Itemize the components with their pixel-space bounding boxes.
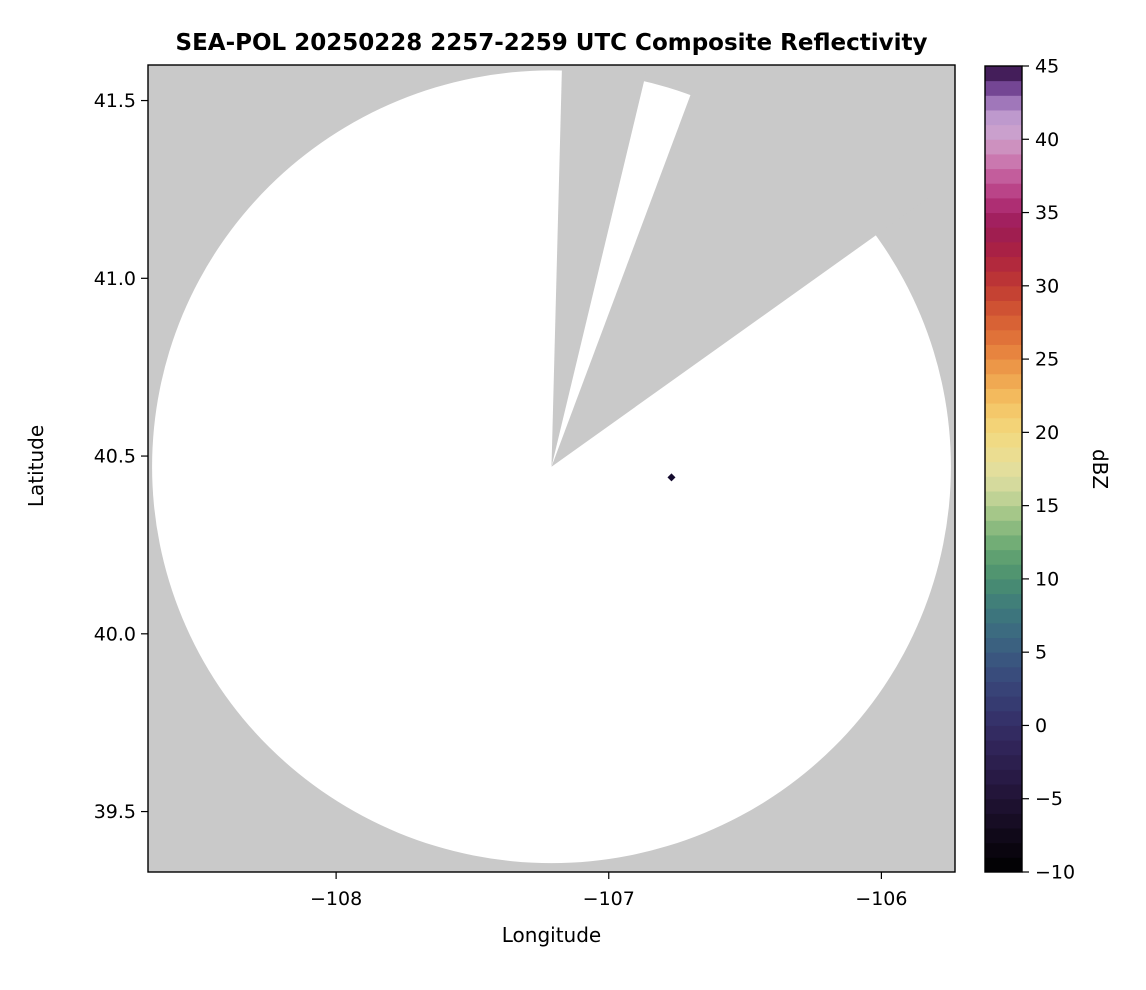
colorbar-segment — [985, 475, 1022, 492]
missing-data-sector-1 — [551, 65, 648, 467]
colorbar-segment — [985, 431, 1022, 448]
colorbar-tick-label: 35 — [1035, 202, 1059, 224]
colorbar-segment — [985, 842, 1022, 858]
colorbar-segment — [985, 256, 1022, 272]
colorbar-segment — [985, 519, 1022, 536]
y-tick-label: 40.5 — [94, 446, 136, 468]
colorbar-segment — [985, 798, 1022, 814]
colorbar-segment — [985, 343, 1022, 360]
colorbar-tick-label: 5 — [1035, 642, 1047, 664]
colorbar-segment — [985, 197, 1022, 214]
colorbar-segment — [985, 827, 1022, 844]
colorbar-segment — [985, 856, 1022, 873]
colorbar-segment — [985, 739, 1022, 756]
colorbar-segment — [985, 446, 1022, 463]
colorbar-segment — [985, 622, 1022, 639]
y-tick-label: 39.5 — [94, 801, 136, 823]
colorbar-segment — [985, 724, 1022, 741]
colorbar-tick-label: 15 — [1035, 495, 1059, 517]
colorbar-segment — [985, 549, 1022, 565]
plot-border — [147, 64, 956, 873]
chart-title: SEA-POL 20250228 2257-2259 UTC Composite… — [175, 30, 928, 56]
y-tick-label: 41.5 — [94, 90, 136, 112]
colorbar-segment — [985, 94, 1022, 111]
colorbar-segment — [985, 124, 1022, 140]
colorbar-segment — [985, 695, 1022, 712]
colorbar-segment — [985, 138, 1022, 155]
colorbar-segment — [985, 226, 1022, 243]
colorbar-segment — [985, 637, 1022, 653]
colorbar-segment — [985, 563, 1022, 580]
colorbar-segment — [985, 710, 1022, 726]
colorbar-segment — [985, 373, 1022, 389]
colorbar-segment — [985, 212, 1022, 228]
colorbar-tick-label: 40 — [1035, 129, 1059, 151]
colorbar-segment — [985, 314, 1022, 331]
colorbar-segment — [985, 534, 1022, 551]
colorbar-tick-label: 20 — [1035, 422, 1059, 444]
colorbar-label: dBZ — [1088, 448, 1112, 490]
colorbar-segment — [985, 812, 1022, 829]
x-tick-label: −108 — [310, 888, 362, 910]
colorbar-segment — [985, 490, 1022, 507]
colorbar-segment — [985, 651, 1022, 668]
y-tick-label: 41.0 — [94, 268, 136, 290]
x-tick-label: −107 — [583, 888, 635, 910]
colorbar-segment — [985, 387, 1022, 404]
missing-data-sector-2 — [551, 65, 955, 467]
x-tick-label: −106 — [855, 888, 907, 910]
colorbar-segment — [985, 417, 1022, 433]
colorbar-segment — [985, 65, 1022, 82]
y-axis-label: Latitude — [24, 424, 48, 508]
colorbar-segment — [985, 461, 1022, 477]
colorbar-segment — [985, 607, 1022, 624]
colorbar-segment — [985, 109, 1022, 126]
x-axis-label: Longitude — [501, 923, 602, 947]
colorbar-segment — [985, 768, 1022, 785]
colorbar-segment — [985, 578, 1022, 595]
colorbar-tick-label: 0 — [1035, 715, 1047, 737]
colorbar-tick-label: 25 — [1035, 349, 1059, 371]
colorbar-segment — [985, 593, 1022, 609]
colorbar-tick-label: −5 — [1035, 788, 1063, 810]
colorbar-segment — [985, 285, 1022, 301]
colorbar-tick-label: 30 — [1035, 275, 1059, 297]
plot-area — [148, 65, 955, 872]
colorbar-segment — [985, 680, 1022, 697]
colorbar-segment — [985, 153, 1022, 170]
echo-point-1 — [667, 473, 676, 482]
colorbar-segment — [985, 182, 1022, 199]
colorbar: −10 −5 0 5 10 15 20 25 30 35 40 45 — [984, 56, 1075, 884]
colorbar-tick-label: −10 — [1035, 862, 1075, 884]
colorbar-segment — [985, 754, 1022, 770]
colorbar-tick-label: 10 — [1035, 568, 1059, 590]
colorbar-segment — [985, 329, 1022, 345]
colorbar-segment — [985, 783, 1022, 800]
colorbar-segment — [985, 666, 1022, 682]
colorbar-border — [984, 65, 1023, 873]
colorbar-segment — [985, 505, 1022, 521]
colorbar-segment — [985, 402, 1022, 419]
colorbar-tick-label: 45 — [1035, 56, 1059, 78]
colorbar-segment — [985, 358, 1022, 375]
colorbar-segment — [985, 241, 1022, 258]
colorbar-segment — [985, 80, 1022, 96]
y-tick-label: 40.0 — [94, 623, 136, 645]
colorbar-segment — [985, 168, 1022, 184]
colorbar-segment — [985, 270, 1022, 287]
colorbar-segment — [985, 299, 1022, 316]
